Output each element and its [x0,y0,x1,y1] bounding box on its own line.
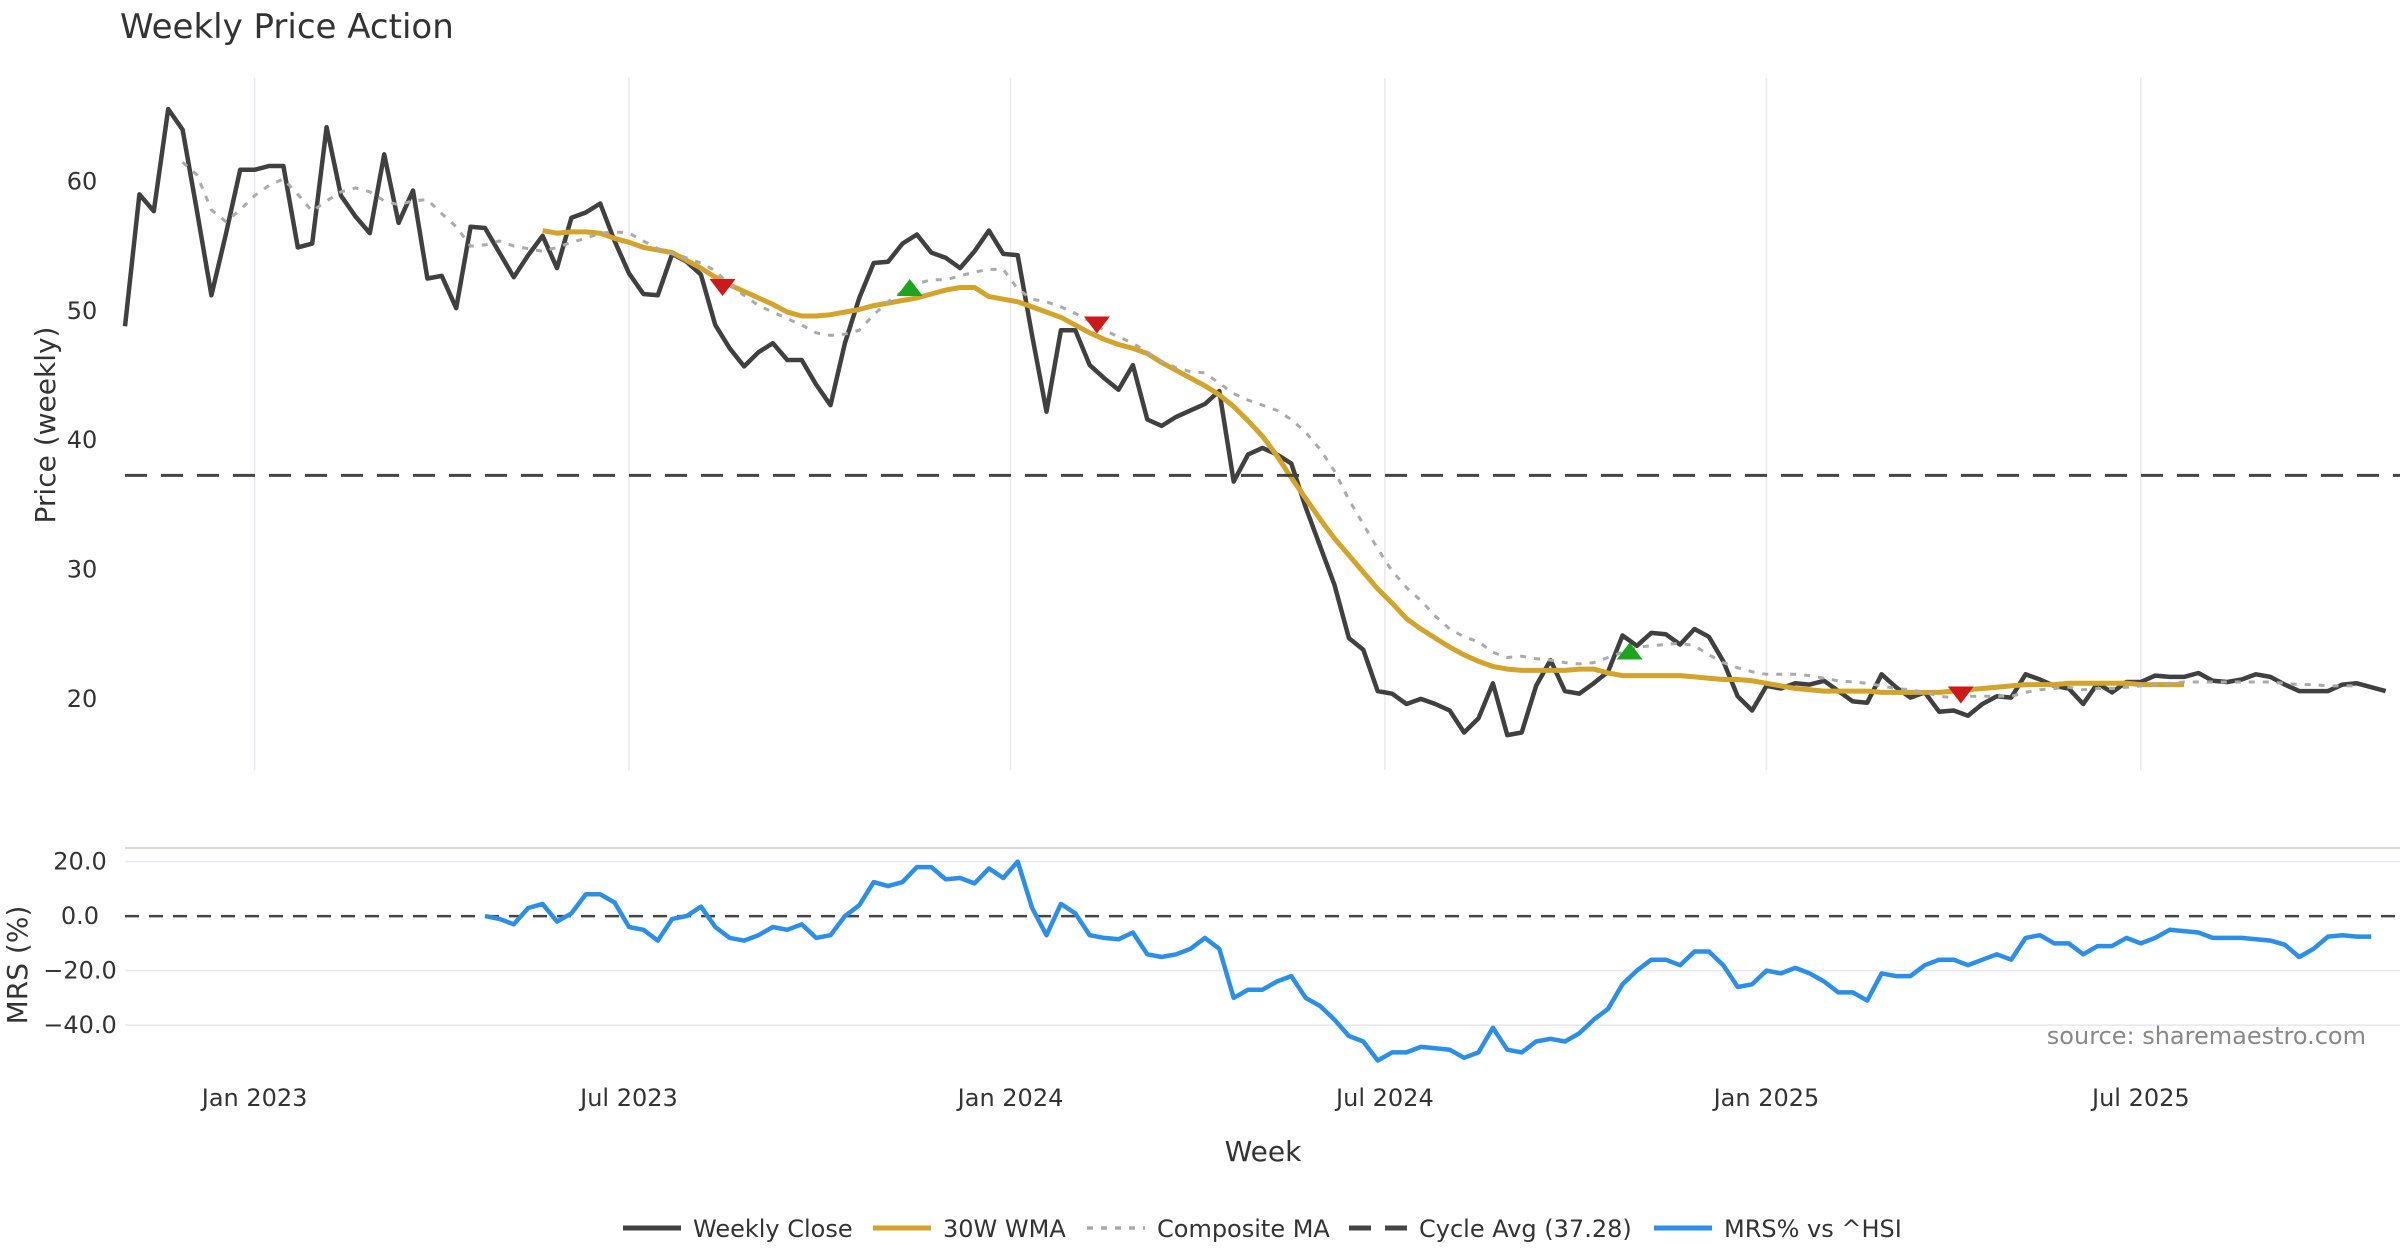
30w-wma-line [542,228,2184,695]
x-axis-title: Week [1225,1135,1302,1168]
mrs-y-tick-label: −40.0 [43,1011,117,1039]
x-tick-label: Jan 2023 [200,1084,308,1112]
buy-signal-marker [896,279,923,297]
price-y-tick-label: 50 [67,297,98,325]
x-tick-label: Jul 2025 [2090,1084,2190,1112]
price-y-tick-label: 40 [67,426,98,454]
mrs-y-tick-label: 20.0 [53,848,106,876]
price-axis-title: Price (weekly) [29,327,62,524]
price-y-tick-label: 30 [67,556,98,584]
source-label: source: sharemaestro.com [2047,1022,2366,1050]
price-panel: 20 30 40 50 60 [67,78,2400,770]
price-y-tick-label: 60 [67,167,98,195]
legend-label: Weekly Close [693,1215,853,1243]
x-tick-label: Jan 2025 [1712,1084,1820,1112]
legend-label: MRS% vs ^HSI [1724,1215,1902,1243]
x-axis: Jan 2023 Jul 2023 Jan 2024 Jul 2024 Jan 2025… [200,1084,2190,1112]
mrs-line [484,859,2372,1063]
legend-label: 30W WMA [943,1215,1066,1243]
legend: Weekly Close 30W WMA Composite MA Cycle Avg… [623,1215,1902,1243]
sell-signal-marker [1947,686,1974,704]
weekly-close-line [122,106,2387,738]
legend-label: Composite MA [1157,1215,1330,1243]
sell-signal-marker [709,279,736,297]
mrs-axis-title: MRS (%) [1,906,34,1025]
sell-signal-marker [1083,316,1110,334]
buy-signal-marker [1616,642,1643,660]
x-tick-label: Jul 2023 [578,1084,678,1112]
price-y-tick-label: 20 [67,685,98,713]
x-tick-label: Jul 2024 [1334,1084,1434,1112]
legend-label: Cycle Avg (37.28) [1419,1215,1632,1243]
chart-title: Weekly Price Action [120,7,454,47]
x-tick-label: Jan 2024 [956,1084,1064,1112]
composite-ma-line [181,160,2357,700]
mrs-panel: 20.0 0.0 −20.0 −40.0 [43,847,2400,1063]
mrs-y-tick-label: −20.0 [43,957,117,985]
mrs-y-tick-label: 0.0 [61,902,99,930]
